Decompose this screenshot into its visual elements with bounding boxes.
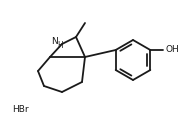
Text: HBr: HBr (12, 105, 29, 114)
Text: N: N (52, 37, 58, 46)
Text: OH: OH (165, 46, 179, 55)
Text: H: H (57, 41, 63, 51)
